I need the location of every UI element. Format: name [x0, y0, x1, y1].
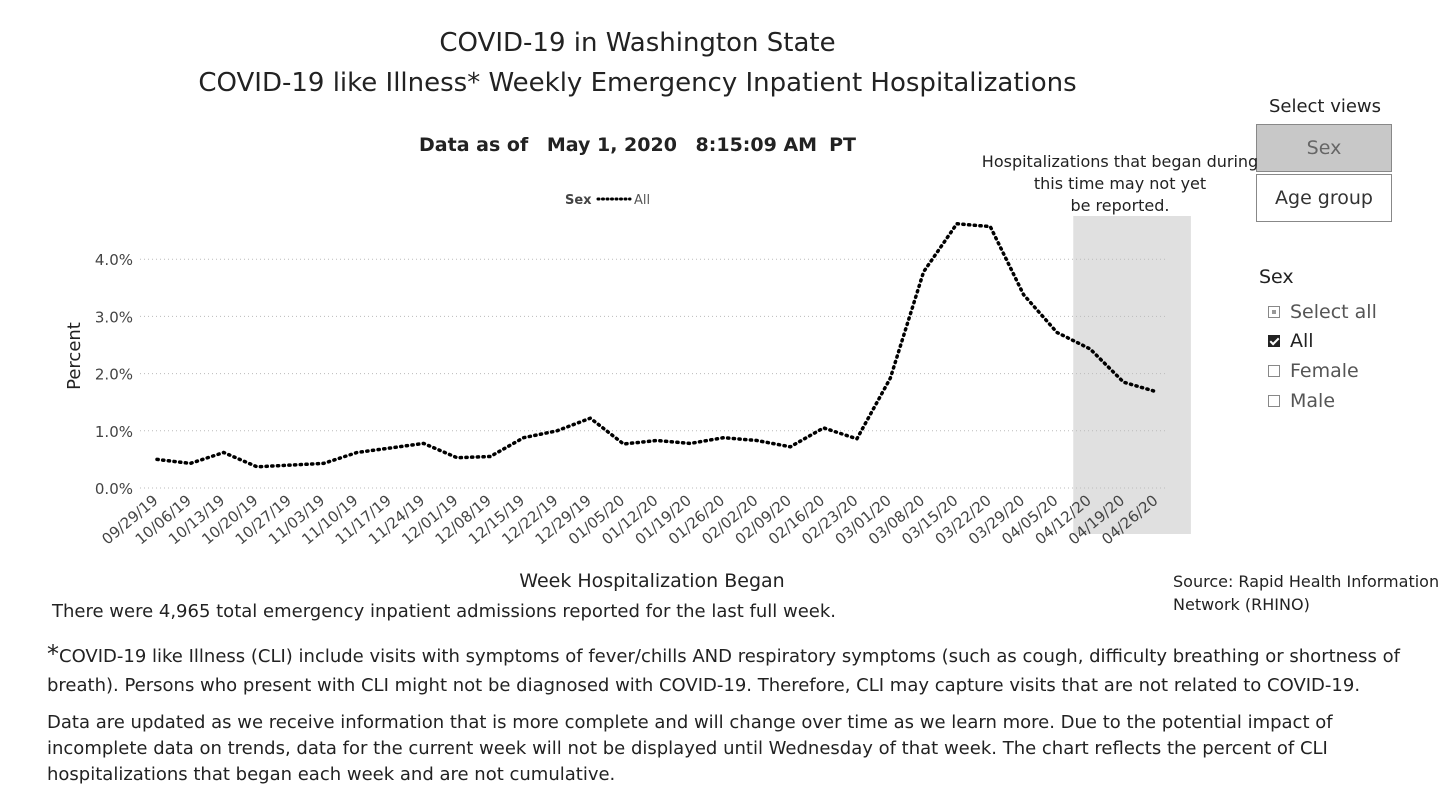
source-note: Source: Rapid Health Information Network…	[1173, 572, 1440, 614]
sex-slicer-title: Sex	[1259, 266, 1294, 288]
data-point	[189, 462, 192, 465]
y-tick-label: 0.0%	[95, 480, 133, 498]
annotation-line: be reported.	[1070, 196, 1169, 215]
partial-checkbox-icon	[1268, 306, 1280, 318]
y-tick-label: 4.0%	[95, 251, 133, 269]
line-chart: 0.0% 1.0% 2.0% 3.0% 4.0% 09/29/1910/06/1910/…	[64, 152, 1258, 592]
data-point	[822, 426, 825, 429]
cli-definition-text: COVID-19 like Illness (CLI) include visi…	[47, 646, 1400, 696]
x-tick-labels: 09/29/1910/06/1910/13/1910/20/1910/27/19…	[98, 491, 1161, 548]
annotation-line: Hospitalizations that began during	[982, 152, 1258, 171]
unchecked-checkbox-icon	[1268, 365, 1280, 377]
data-as-of-label: Data as of	[419, 134, 529, 156]
legend: Sex All	[565, 193, 650, 208]
select-views-title: Select views	[1268, 96, 1382, 117]
unchecked-checkbox-icon	[1268, 395, 1280, 407]
data-point	[322, 462, 325, 465]
age-group-view-button[interactable]: Age group	[1256, 174, 1392, 222]
y-tick-label: 2.0%	[95, 366, 133, 384]
slicer-item-label: Male	[1290, 390, 1336, 412]
data-point	[689, 442, 692, 445]
slicer-item-label: Select all	[1290, 301, 1377, 323]
data-point	[1022, 293, 1025, 296]
data-point	[855, 437, 858, 440]
data-point	[489, 455, 492, 458]
data-point	[355, 451, 358, 454]
data-as-of-time: 8:15:09 AM	[695, 134, 818, 156]
data-point	[222, 451, 225, 454]
slicer-item-male[interactable]: Male	[1268, 390, 1335, 412]
footnote-asterisk: *	[47, 640, 59, 668]
y-tick-label: 3.0%	[95, 308, 133, 326]
data-point	[622, 442, 625, 445]
slicer-item-select-all[interactable]: Select all	[1268, 301, 1377, 323]
slicer-item-all[interactable]: All	[1268, 330, 1314, 352]
total-admissions-note: There were 4,965 total emergency inpatie…	[52, 601, 837, 622]
data-point	[255, 465, 258, 468]
data-point	[922, 270, 925, 273]
data-as-of-date: May 1, 2020	[546, 134, 677, 156]
incomplete-data-shaded-region	[1073, 216, 1191, 534]
data-point	[989, 225, 992, 228]
data-as-of: Data as of May 1, 2020 8:15:09 AM PT	[0, 134, 1275, 156]
shaded-region-annotation: Hospitalizations that began during this t…	[982, 152, 1258, 215]
data-point	[156, 458, 159, 461]
legend-title: Sex	[565, 193, 592, 208]
data-point	[722, 436, 725, 439]
data-point	[455, 456, 458, 459]
data-point	[1089, 348, 1092, 351]
data-update-note: Data are updated as we receive informati…	[47, 712, 1333, 785]
data-point	[422, 442, 425, 445]
sex-view-button[interactable]: Sex	[1256, 124, 1392, 172]
checked-checkbox-icon	[1268, 335, 1280, 347]
slicer-item-label: Female	[1290, 360, 1359, 382]
chart-subtitle: COVID-19 like Illness* Weekly Emergency …	[198, 68, 1077, 98]
y-tick-label: 1.0%	[95, 423, 133, 441]
legend-entry-all: All	[634, 193, 650, 208]
data-point	[789, 445, 792, 448]
slicer-item-female[interactable]: Female	[1268, 360, 1359, 382]
data-point	[1155, 390, 1158, 393]
data-point	[655, 439, 658, 442]
x-axis-label: Week Hospitalization Began	[519, 570, 784, 592]
y-tick-labels: 0.0% 1.0% 2.0% 3.0% 4.0%	[95, 251, 133, 498]
slicer-item-label: All	[1290, 330, 1314, 352]
data-point	[1122, 381, 1125, 384]
data-point	[555, 429, 558, 432]
data-point	[289, 464, 292, 467]
data-as-of-tz: PT	[829, 134, 856, 156]
data-point	[589, 417, 592, 420]
data-point	[889, 377, 892, 380]
chart-title: COVID-19 in Washington State	[439, 28, 836, 58]
data-point	[389, 446, 392, 449]
cli-definition-note: *COVID-19 like Illness (CLI) include vis…	[47, 640, 1427, 700]
data-point	[755, 439, 758, 442]
gridlines	[140, 258, 1165, 489]
y-axis-label: Percent	[64, 322, 85, 390]
data-point	[955, 222, 958, 225]
annotation-line: this time may not yet	[1034, 174, 1206, 193]
data-point	[1055, 331, 1058, 334]
series-line-all	[155, 221, 1159, 469]
data-point	[522, 436, 525, 439]
